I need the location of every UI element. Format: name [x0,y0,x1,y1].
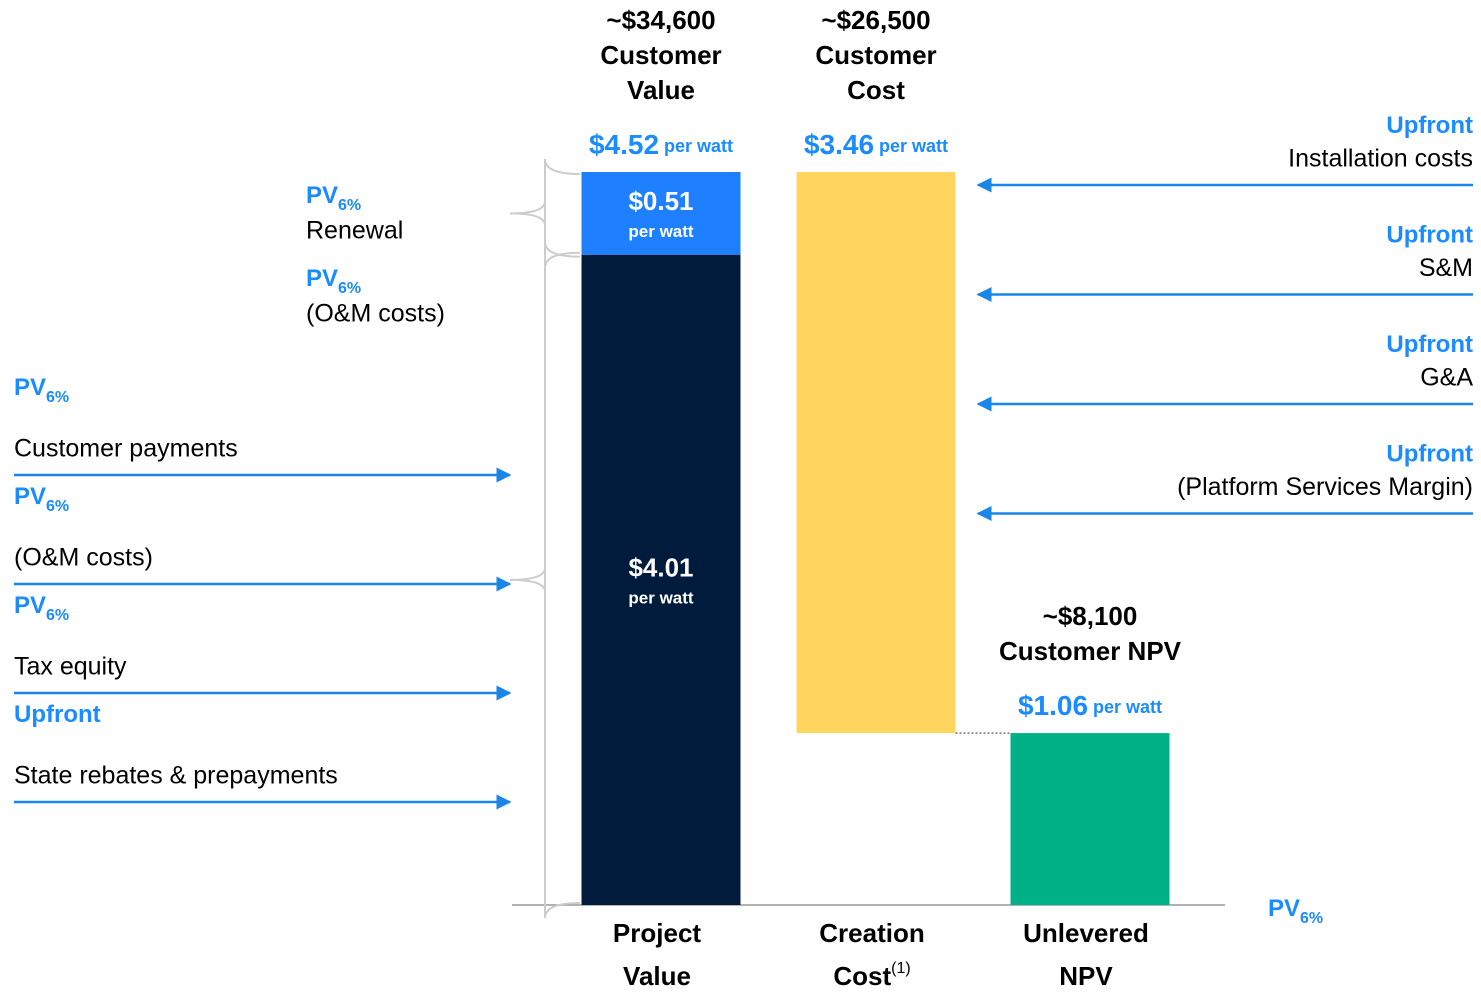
category-line: Creation [819,918,924,948]
category-line: Unlevered [1023,918,1149,948]
tag: Upfront [1386,222,1473,249]
left-lower-tag: Upfront [14,701,101,728]
tag-subscript: 6% [338,197,361,214]
segment-value-label: $0.51 [628,186,693,216]
category-label: Cost(1) [833,960,910,991]
segment-value-label: $4.01 [628,553,693,583]
right-tag: Upfront [1386,112,1473,139]
tag-subscript: 6% [46,389,69,406]
right-text: S&M [1419,254,1473,282]
category-line: NPV [1059,961,1113,991]
category-label: Creation [819,918,924,948]
left-lower-text: State rebates & prepayments [14,762,338,790]
unit: per watt [879,136,948,156]
left-upper-tag: PV6% [306,265,361,297]
tag: Upfront [1386,112,1473,139]
tag: PV [306,265,338,292]
tag: Upfront [14,701,101,728]
axis-label: PV6% [1268,895,1323,927]
left-upper-text: (O&M costs) [306,300,445,328]
bar-segment [581,172,741,255]
axis-label-main: PV [1268,895,1300,922]
bar-headline: Value [627,75,695,105]
category-label: Project [613,918,701,948]
bracket [509,241,581,919]
category-line: Cost [833,961,891,991]
left-lower-text: Customer payments [14,435,238,463]
bracket [509,158,581,268]
axis-label-sub: 6% [1300,910,1323,927]
bar-total-label: $4.52 per watt [589,129,733,160]
tag-subscript: 6% [338,280,361,297]
bar-headline: ~$34,600 [606,5,715,35]
right-text: G&A [1420,364,1473,392]
tag: Upfront [1386,441,1473,468]
tag-subscript: 6% [46,498,69,515]
bar-headline: Customer [600,40,721,70]
right-tag: Upfront [1386,331,1473,358]
unit: per watt [1093,697,1162,717]
total-value: $4.52 [589,129,659,160]
left-lower-text: Tax equity [14,653,127,681]
footnote-marker: (1) [891,960,911,977]
left-lower-tag: PV6% [14,483,69,515]
left-lower-text: (O&M costs) [14,544,153,572]
bar-segment [581,254,741,905]
left-upper-text: Renewal [306,217,403,245]
bar-headline: Cost [847,75,905,105]
tag: PV [14,374,46,401]
category-line: Project [613,918,701,948]
bar-value: $1.06 [1018,690,1088,721]
tag: Upfront [1386,331,1473,358]
bar-headline: Customer NPV [999,636,1182,666]
left-lower-tag: PV6% [14,592,69,624]
bar [796,172,956,734]
segment-unit-label: per watt [628,588,694,607]
segment-unit-label: per watt [628,222,694,241]
right-text: Installation costs [1288,145,1473,173]
tag: PV [14,592,46,619]
bar-value-label: $1.06 per watt [1018,690,1162,721]
category-label: NPV [1059,961,1113,991]
tag: PV [306,182,338,209]
right-tag: Upfront [1386,441,1473,468]
bar-headline: ~$26,500 [821,5,930,35]
tag: PV [14,483,46,510]
right-text: (Platform Services Margin) [1177,473,1473,501]
category-label: Value [623,961,691,991]
bar-value: $3.46 [804,129,874,160]
unit: per watt [664,136,733,156]
tag-subscript: 6% [46,607,69,624]
left-lower-tag: PV6% [14,374,69,406]
right-tag: Upfront [1386,222,1473,249]
bar-headline: Customer [815,40,936,70]
bar-value-label: $3.46 per watt [804,129,948,160]
left-upper-tag: PV6% [306,182,361,214]
bar [1010,733,1170,905]
bar-headline: ~$8,100 [1043,601,1138,631]
category-label: Unlevered [1023,918,1149,948]
category-line: Value [623,961,691,991]
